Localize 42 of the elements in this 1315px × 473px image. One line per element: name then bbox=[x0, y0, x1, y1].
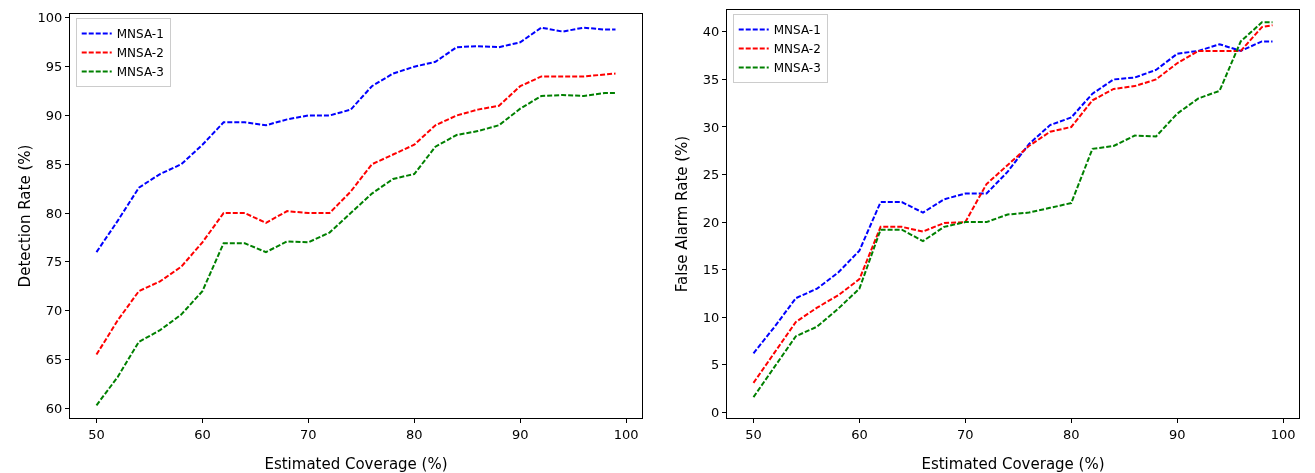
y-tick-label: 100 bbox=[37, 10, 63, 26]
x-tick-label: 80 bbox=[1062, 426, 1080, 442]
x-tick-label: 100 bbox=[1270, 426, 1296, 442]
y-tick-label: 35 bbox=[702, 71, 720, 87]
x-tick-label: 60 bbox=[851, 426, 868, 442]
x-tick-label: 90 bbox=[1168, 426, 1186, 442]
y-tick-label: 90 bbox=[45, 108, 63, 124]
x-tick-label: 50 bbox=[88, 426, 105, 442]
legend-label: MNSA-1 bbox=[773, 23, 821, 38]
x-tick-label: 80 bbox=[405, 426, 423, 442]
y-axis-title: False Alarm Rate (%) bbox=[673, 135, 691, 293]
y-tick-label: 15 bbox=[702, 262, 720, 278]
y-tick-label: 10 bbox=[702, 309, 720, 325]
x-tick-label: 70 bbox=[300, 426, 317, 442]
y-tick-label: 85 bbox=[45, 156, 63, 172]
x-tick-label: 70 bbox=[957, 426, 974, 442]
legend-label: MNSA-3 bbox=[116, 65, 164, 80]
legend-label: MNSA-1 bbox=[116, 27, 164, 42]
y-tick-label: 30 bbox=[702, 119, 720, 135]
y-tick-label: 70 bbox=[45, 303, 63, 319]
y-tick-label: 75 bbox=[45, 254, 63, 270]
y-tick-label: 20 bbox=[702, 214, 720, 230]
x-axis-title: Estimated Coverage (%) bbox=[921, 455, 1105, 473]
y-tick-label: 95 bbox=[45, 59, 63, 75]
line-series bbox=[95, 26, 617, 254]
legend-label: MNSA-2 bbox=[773, 42, 821, 57]
line-series bbox=[95, 92, 617, 407]
x-axis-title: Estimated Coverage (%) bbox=[264, 455, 448, 473]
x-tick-label: 50 bbox=[745, 426, 762, 442]
x-tick-label: 100 bbox=[613, 426, 639, 442]
y-tick-label: 0 bbox=[711, 404, 720, 420]
x-tick-label: 60 bbox=[194, 426, 211, 442]
y-tick-label: 60 bbox=[45, 400, 63, 416]
y-axis-title: Detection Rate (%) bbox=[16, 144, 34, 288]
x-tick-label: 90 bbox=[511, 426, 529, 442]
y-tick-label: 40 bbox=[702, 24, 720, 40]
y-tick-label: 80 bbox=[45, 205, 63, 221]
y-tick-label: 5 bbox=[711, 357, 720, 373]
y-tick-label: 65 bbox=[45, 352, 63, 367]
y-tick-label: 25 bbox=[702, 167, 720, 183]
legend-label: MNSA-3 bbox=[773, 61, 821, 76]
legend-label: MNSA-2 bbox=[116, 46, 164, 61]
